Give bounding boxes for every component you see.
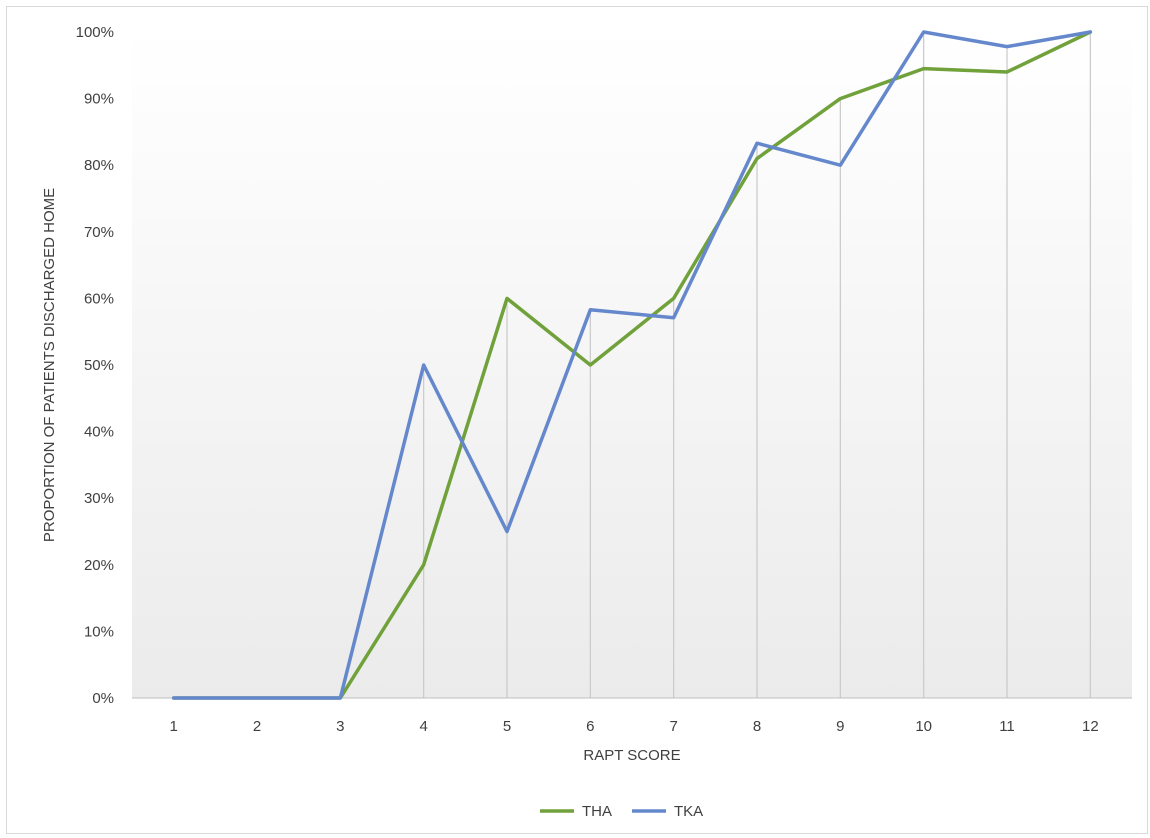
y-tick-label: 40% <box>84 424 114 441</box>
x-tick-label: 6 <box>586 718 594 735</box>
legend-label-tka: TKA <box>674 803 703 820</box>
y-tick-label: 100% <box>76 24 114 41</box>
y-axis-title: PROPORTION OF PATIENTS DISCHARGED HOME <box>41 188 58 542</box>
x-tick-label: 12 <box>1082 718 1099 735</box>
legend: THA TKA <box>540 803 703 820</box>
y-tick-label: 60% <box>84 290 114 307</box>
y-tick-label: 50% <box>84 357 114 374</box>
plot-area <box>132 32 1132 698</box>
x-axis-ticks: 1 2 3 4 5 6 7 8 9 10 11 12 <box>169 718 1098 735</box>
x-tick-label: 2 <box>253 718 261 735</box>
y-tick-label: 10% <box>84 623 114 640</box>
x-tick-label: 10 <box>915 718 932 735</box>
y-tick-label: 20% <box>84 557 114 574</box>
x-tick-label: 11 <box>999 718 1015 735</box>
x-tick-label: 3 <box>336 718 344 735</box>
x-tick-label: 8 <box>753 718 761 735</box>
y-tick-label: 70% <box>84 224 114 241</box>
x-tick-label: 7 <box>669 718 677 735</box>
legend-label-tha: THA <box>582 803 612 820</box>
x-tick-label: 9 <box>836 718 844 735</box>
y-tick-label: 30% <box>84 490 114 507</box>
series-lines <box>171 30 1093 700</box>
y-tick-label: 90% <box>84 91 114 108</box>
x-axis-title: RAPT SCORE <box>583 747 680 764</box>
y-tick-label: 0% <box>92 690 114 707</box>
y-tick-label: 80% <box>84 157 114 174</box>
x-tick-label: 5 <box>503 718 511 735</box>
x-tick-label: 4 <box>419 718 427 735</box>
drop-lines <box>423 32 1091 698</box>
series-line-tka <box>171 30 1093 700</box>
x-tick-label: 1 <box>169 718 177 735</box>
y-axis-ticks: 0% 10% 20% 30% 40% 50% 60% 70% 80% 90% 100% <box>76 24 114 707</box>
